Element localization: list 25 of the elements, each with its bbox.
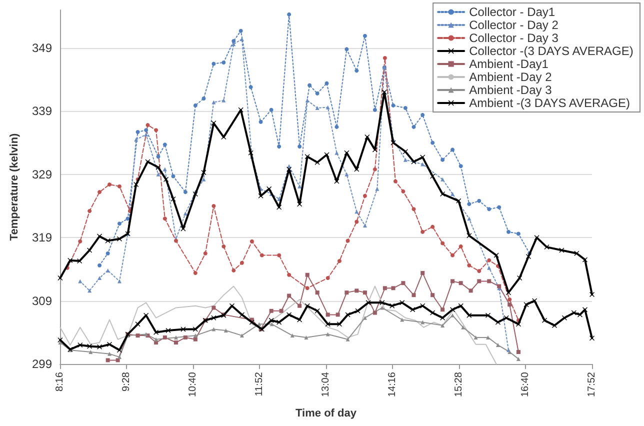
legend-label: Collector -(3 DAYS AVERAGE) bbox=[469, 44, 634, 58]
x-tick-label: 11:52 bbox=[254, 372, 265, 396]
legend-label: Collector - Day 3 bbox=[469, 31, 559, 45]
x-tick-label: 9:28 bbox=[121, 372, 132, 392]
y-tick-label: 309 bbox=[32, 294, 52, 308]
x-tick-label: 10:40 bbox=[188, 372, 198, 398]
x-tick-label: 15:28 bbox=[454, 372, 464, 398]
legend-label: Collector - Day1 bbox=[469, 5, 556, 19]
x-axis-title: Time of day bbox=[296, 408, 358, 420]
legend-label: Ambient -Day1 bbox=[469, 57, 549, 71]
x-tick-label: 8:16 bbox=[54, 372, 66, 392]
y-axis-title: Temperature (kelvin) bbox=[8, 132, 20, 241]
y-tick-label: 319 bbox=[32, 230, 52, 245]
x-tick-label: 17:52 bbox=[586, 372, 598, 398]
y-tick-label: 339 bbox=[32, 104, 52, 118]
legend-label: Collector - Day 2 bbox=[469, 18, 559, 32]
y-tick-label: 299 bbox=[32, 357, 52, 371]
legend-label: Ambient -(3 DAYS AVERAGE) bbox=[469, 96, 630, 110]
legend-label: Ambient -Day 3 bbox=[469, 83, 552, 97]
x-tick-label: 16:40 bbox=[520, 372, 531, 398]
legend-label: Ambient -Day 2 bbox=[469, 70, 552, 84]
x-tick-label: 13:04 bbox=[320, 372, 332, 398]
y-tick-label: 349 bbox=[32, 40, 52, 55]
y-tick-label: 329 bbox=[32, 167, 52, 182]
x-tick-label: 14:16 bbox=[387, 372, 398, 398]
